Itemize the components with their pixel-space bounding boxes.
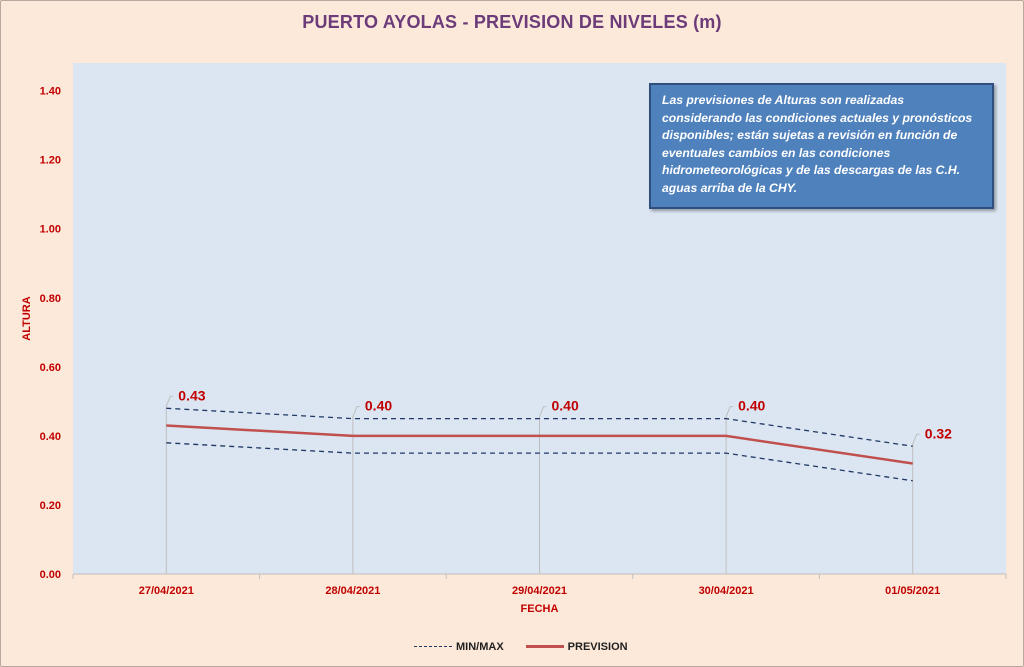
chart-title: PUERTO AYOLAS - PREVISION DE NIVELES (m) xyxy=(302,12,722,32)
chart-legend: MIN/MAX PREVISION xyxy=(414,638,650,656)
y-tick-label: 0.20 xyxy=(40,500,61,512)
x-tick-label: 01/05/2021 xyxy=(885,585,940,597)
x-tick-label: 29/04/2021 xyxy=(512,585,567,597)
legend-label-minmax: MIN/MAX xyxy=(456,641,504,653)
x-tick-label: 28/04/2021 xyxy=(325,585,380,597)
data-label: 0.40 xyxy=(365,398,392,414)
forecast-disclaimer-note: Las previsiones de Alturas son realizada… xyxy=(649,83,994,209)
data-label-leader xyxy=(539,406,547,574)
y-tick-label: 0.60 xyxy=(40,362,61,374)
legend-swatch-minmax xyxy=(414,643,452,651)
data-label: 0.43 xyxy=(178,387,205,403)
data-label: 0.32 xyxy=(925,425,952,441)
legend-label-prevision: PREVISION xyxy=(567,641,628,653)
data-label-leader xyxy=(352,406,360,574)
data-label-leader xyxy=(912,433,920,574)
x-tick-label: 27/04/2021 xyxy=(139,585,194,597)
y-axis-title: ALTURA xyxy=(21,296,33,340)
series-line-max xyxy=(166,407,913,447)
x-tick-label: 30/04/2021 xyxy=(699,585,754,597)
y-tick-label: 0.00 xyxy=(40,569,61,581)
data-label: 0.40 xyxy=(738,398,765,414)
y-tick-label: 0.40 xyxy=(40,431,61,443)
legend-item-minmax: MIN/MAX xyxy=(414,641,504,653)
x-axis-title: FECHA xyxy=(521,603,559,615)
series-line-min xyxy=(166,442,913,482)
y-tick-label: 1.40 xyxy=(40,86,61,98)
series-line-prevision xyxy=(166,424,913,465)
data-label-leader xyxy=(725,406,734,574)
legend-item-prevision: PREVISION xyxy=(525,641,628,653)
data-label-leader xyxy=(165,395,174,574)
y-tick-label: 1.00 xyxy=(40,224,61,236)
legend-swatch-prevision xyxy=(525,643,564,651)
y-tick-label: 0.80 xyxy=(40,293,61,305)
data-label: 0.40 xyxy=(552,398,579,414)
y-tick-label: 1.20 xyxy=(40,155,61,167)
